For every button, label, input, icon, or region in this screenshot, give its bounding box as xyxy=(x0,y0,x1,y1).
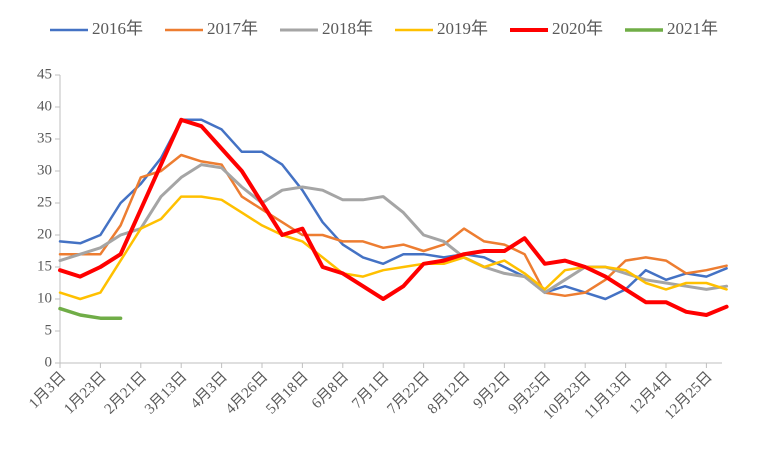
legend-label: 2018年 xyxy=(322,19,373,38)
series-line xyxy=(58,163,729,295)
legend: 2016年 2017年 2018年 2019年 2020年 2021年 xyxy=(50,19,718,38)
x-tick-label: 2月21日 xyxy=(102,369,150,417)
legend-label: 2021年 xyxy=(667,19,718,38)
y-tick-label: 0 xyxy=(45,354,53,370)
legend-label: 2020年 xyxy=(552,19,603,38)
y-tick-label: 15 xyxy=(37,258,52,274)
y-tick-label: 35 xyxy=(37,130,52,146)
y-tick-label: 20 xyxy=(37,226,52,242)
series-line xyxy=(58,195,728,301)
x-tick-label: 5月18日 xyxy=(263,369,311,417)
x-tick-label: 4月26日 xyxy=(223,369,271,417)
x-tick-label: 8月12日 xyxy=(425,369,473,417)
x-tick-label: 6月8日 xyxy=(309,369,352,412)
y-tick-label: 5 xyxy=(45,322,53,338)
y-tick-label: 40 xyxy=(37,98,52,114)
x-tick-label: 3月13日 xyxy=(142,369,190,417)
y-tick-label: 30 xyxy=(37,162,52,178)
y-tick-label: 45 xyxy=(37,66,52,82)
legend-label: 2017年 xyxy=(207,19,258,38)
x-tick-label: 7月22日 xyxy=(384,369,432,417)
y-tick-label: 25 xyxy=(37,194,52,210)
x-tick-label: 1月23日 xyxy=(61,369,109,417)
series-line xyxy=(58,306,123,320)
series-line xyxy=(58,117,729,317)
legend-label: 2019年 xyxy=(437,19,488,38)
y-tick-label: 10 xyxy=(37,290,52,306)
legend-label: 2016年 xyxy=(92,19,143,38)
